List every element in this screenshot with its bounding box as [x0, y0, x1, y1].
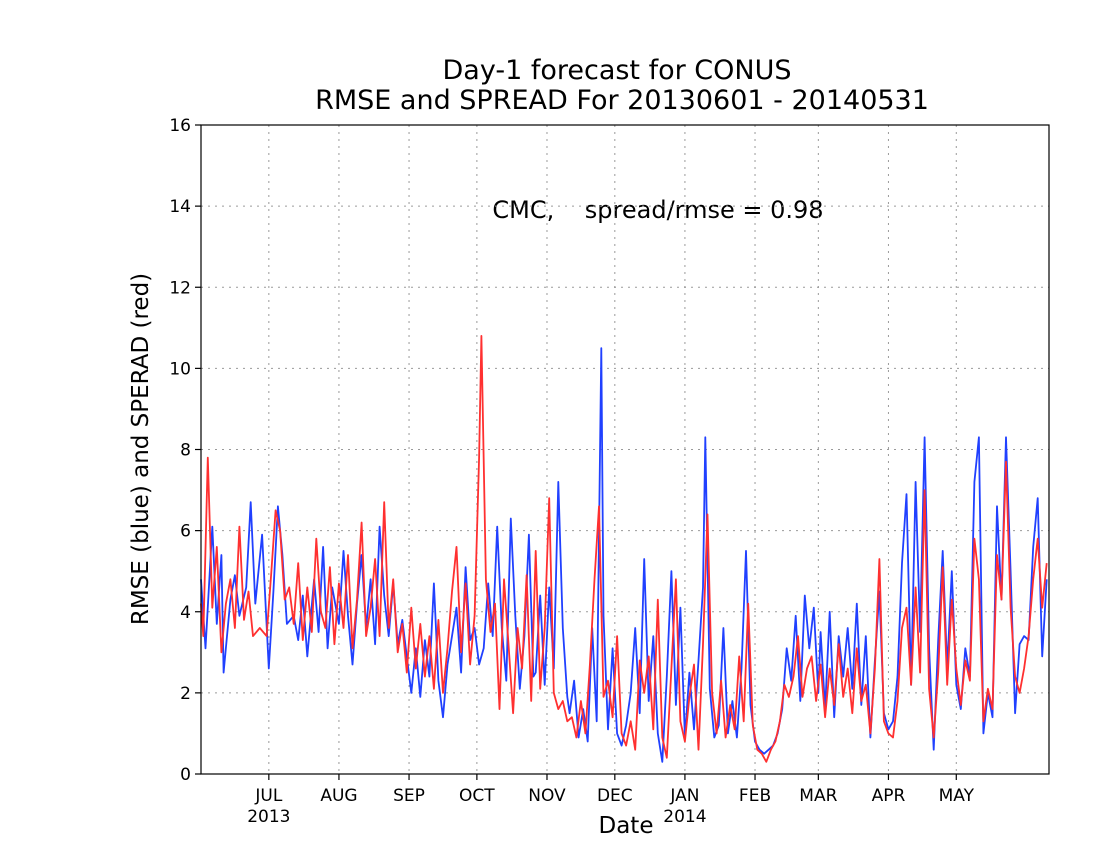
y-tick-label: 4	[180, 603, 191, 623]
x-tick-label: OCT	[459, 786, 495, 806]
spread-ratio-annotation: CMC, spread/rmse = 0.98	[492, 196, 823, 224]
x-tick-label: FEB	[739, 786, 771, 806]
x-tick-label: SEP	[393, 786, 425, 806]
spread-line	[200, 334, 1048, 763]
x-tick-label: MAR	[799, 786, 837, 806]
chart-title: Day-1 forecast for CONUS	[442, 55, 791, 86]
x-tick-label: MAY	[939, 786, 975, 806]
x-tick-year-label: 2013	[247, 807, 290, 827]
data-series	[200, 334, 1048, 763]
x-tick-year-label: 2014	[663, 807, 706, 827]
chart-subtitle: RMSE and SPREAD For 20130601 - 20140531	[315, 85, 929, 116]
x-tick-label: JAN	[669, 786, 699, 806]
y-axis-label: RMSE (blue) and SPERAD (red)	[128, 273, 154, 625]
x-tick-label: AUG	[320, 786, 357, 806]
x-tick-label: APR	[872, 786, 906, 806]
y-tick-label: 2	[180, 684, 191, 704]
y-tick-label: 10	[169, 359, 191, 379]
x-tick-label: DEC	[597, 786, 633, 806]
plot-frame	[200, 124, 1050, 775]
y-tick-label: 8	[180, 441, 191, 461]
y-tick-label: 16	[169, 116, 191, 136]
y-tick-label: 12	[169, 278, 191, 298]
x-tick-label: NOV	[528, 786, 566, 806]
y-tick-label: 0	[180, 765, 191, 785]
rmse-line	[200, 347, 1048, 763]
y-tick-label: 14	[169, 197, 191, 217]
y-tick-label: 6	[180, 522, 191, 542]
x-axis-label: Date	[599, 813, 654, 839]
x-tick-label: JUL	[254, 786, 282, 806]
